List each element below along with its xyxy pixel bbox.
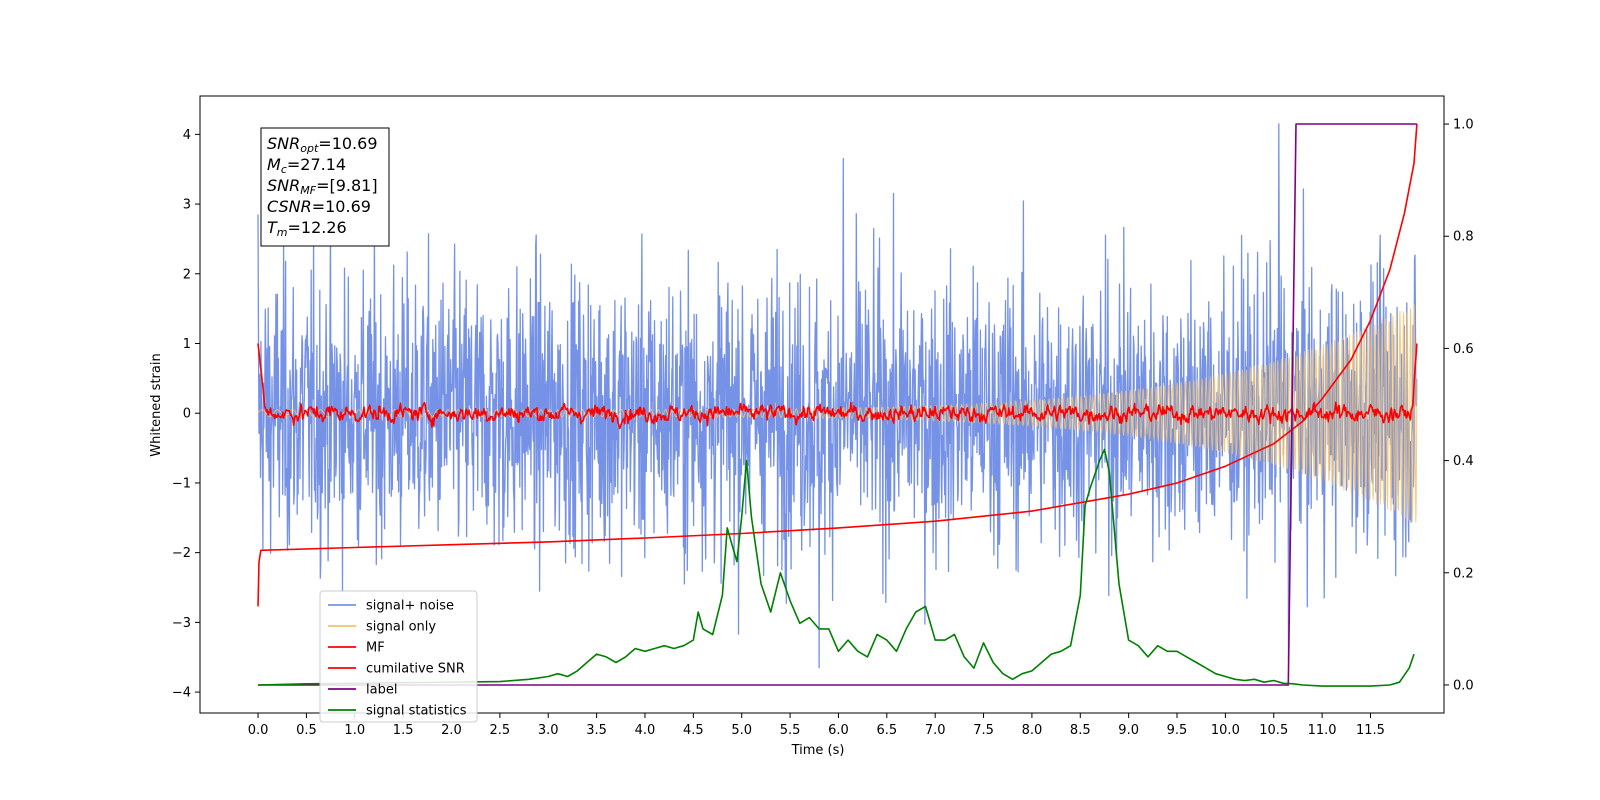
legend-label-3: cumilative SNR [366, 662, 465, 677]
x-tick-label-13: 6.5 [876, 723, 897, 738]
legend-label-0: signal+ noise [366, 599, 454, 614]
series-line-2 [257, 343, 1418, 430]
x-tick-label-0: 0.0 [248, 723, 269, 738]
legend-label-1: signal only [366, 620, 436, 635]
x-tick-label-21: 10.5 [1259, 723, 1288, 738]
y2-tick-label-0: 1.0 [1453, 118, 1474, 133]
x-tick-label-11: 5.5 [780, 723, 801, 738]
x-tick-label-2: 1.0 [344, 723, 365, 738]
legend-frame [319, 590, 478, 723]
x-tick-label-17: 8.5 [1070, 723, 1091, 738]
x-tick-label-9: 4.5 [683, 723, 704, 738]
y2-tick-label-3: 0.4 [1453, 454, 1474, 469]
annotation-box: SNRopt=10.69Mc=27.14SNRMF=[9.81]CSNR=10.… [260, 127, 390, 247]
series-line-3 [257, 123, 1418, 607]
series-line-5 [257, 448, 1415, 687]
legend: signal+ noise signal only MF cumilative SNR… [319, 590, 478, 723]
x-tick-label-19: 9.5 [1167, 723, 1188, 738]
x-tick-label-20: 10.0 [1211, 723, 1240, 738]
x-tick-label-7: 3.5 [586, 723, 607, 738]
y-tick-label-5: −1 [172, 476, 191, 491]
y-tick-label-7: −3 [172, 616, 191, 631]
x-tick-label-12: 6.0 [828, 723, 849, 738]
x-tick-label-3: 1.5 [393, 723, 414, 738]
legend-label-4: label [366, 683, 397, 698]
y-tick-label-3: 1 [183, 337, 191, 352]
x-axis: 0.0 0.5 1.0 1.5 2.0 2.5 3.0 3.5 4.0 4.5 5.0 5.5 6.0 6… [248, 713, 1385, 738]
y-tick-label-2: 2 [183, 267, 191, 282]
y-tick-label-6: −2 [172, 546, 191, 561]
x-tick-label-14: 7.0 [925, 723, 946, 738]
x-tick-label-18: 9.0 [1118, 723, 1139, 738]
legend-label-2: MF [366, 641, 385, 656]
plot-frame [199, 95, 1445, 714]
y2-tick-label-5: 0.0 [1453, 678, 1474, 693]
y2-tick-label-4: 0.2 [1453, 566, 1474, 581]
x-tick-label-15: 7.5 [973, 723, 994, 738]
y2-tick-label-2: 0.6 [1453, 342, 1474, 357]
annotation-line-1: Mc=27.14 [267, 155, 346, 176]
x-tick-label-5: 2.5 [490, 723, 511, 738]
x-tick-label-6: 3.0 [538, 723, 559, 738]
annotation-frame [260, 127, 390, 247]
x-tick-label-10: 5.0 [731, 723, 752, 738]
series-line-4 [258, 123, 1417, 686]
x-tick-label-8: 4.0 [635, 723, 656, 738]
y-tick-label-4: 0 [183, 407, 191, 422]
y-axis-left: 4 3 2 1 0 −1 −2 −3 −4 [172, 128, 200, 701]
x-tick-label-16: 8.0 [1022, 723, 1043, 738]
y-tick-label-8: −4 [172, 686, 191, 701]
annotation-line-4: Tm=12.26 [267, 218, 347, 239]
x-tick-label-1: 0.5 [296, 723, 317, 738]
y-tick-label-0: 4 [183, 128, 191, 143]
x-tick-label-22: 11.0 [1308, 723, 1337, 738]
x-tick-label-4: 2.0 [441, 723, 462, 738]
y-axis-label: Whitened strain [149, 353, 164, 456]
y2-tick-label-1: 0.8 [1453, 230, 1474, 245]
y-tick-label-1: 3 [183, 198, 191, 213]
x-tick-label-23: 11.5 [1356, 723, 1385, 738]
y-axis-right: 1.0 0.8 0.6 0.4 0.2 0.0 [1444, 118, 1474, 693]
series-line-0 [257, 123, 1418, 669]
legend-label-5: signal statistics [366, 704, 467, 719]
annotation-line-3: CSNR=10.69 [267, 197, 371, 216]
annotation-line-2: SNRMF=[9.81] [267, 176, 378, 197]
series-layer [257, 123, 1418, 687]
x-axis-label: Time (s) [791, 743, 845, 758]
annotation-line-0: SNRopt=10.69 [267, 134, 378, 155]
